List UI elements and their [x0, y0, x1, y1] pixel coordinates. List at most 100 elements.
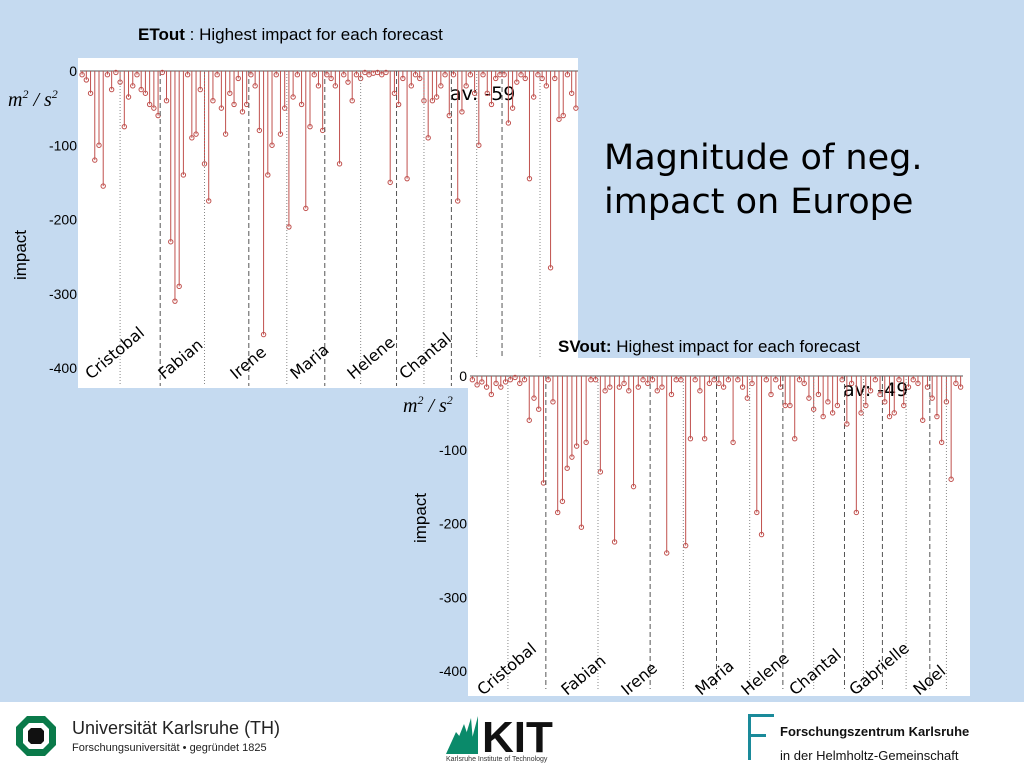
stem-marker [222, 131, 229, 137]
footer-bar: Universität Karlsruhe (TH) Forschungsuni… [0, 702, 1024, 768]
stem-marker [151, 105, 157, 111]
stem-marker [872, 376, 879, 383]
stem-marker [901, 402, 907, 409]
stem-marker [573, 105, 579, 111]
stem-marker [915, 380, 921, 387]
stem-marker [433, 94, 440, 100]
stem-marker [92, 157, 98, 163]
stem-marker [450, 72, 457, 78]
stem-marker [522, 75, 528, 82]
stem-marker [138, 86, 144, 93]
stem-marker [583, 439, 589, 446]
stem-marker [130, 83, 136, 89]
stem-marker [197, 86, 203, 93]
stem-marker [787, 402, 793, 409]
stem-marker [362, 69, 368, 76]
stem-marker [550, 399, 556, 405]
stem-marker [474, 382, 480, 388]
stem-marker [801, 380, 807, 387]
stem-marker [332, 83, 339, 89]
stem-marker [602, 388, 608, 394]
stem-marker [442, 72, 448, 78]
stem-marker [616, 384, 623, 390]
stem-marker [554, 509, 561, 516]
stem-marker [493, 380, 499, 387]
stem-marker [640, 376, 646, 383]
y-tick-label: -400 [439, 663, 467, 679]
stem-marker [934, 413, 940, 420]
stem-marker [294, 72, 301, 78]
stem-marker [260, 331, 267, 338]
stem-marker [564, 72, 571, 78]
stem-marker [668, 391, 675, 398]
stem-marker [269, 142, 275, 148]
stem-marker [104, 72, 111, 78]
stem-marker [526, 175, 533, 182]
stem-marker [273, 72, 279, 78]
stem-marker [214, 72, 220, 78]
stem-marker [938, 439, 945, 446]
stem-marker [467, 72, 474, 78]
stem-marker [521, 376, 528, 383]
stem-marker [957, 384, 964, 390]
stem-marker [716, 380, 722, 387]
stem-marker [848, 380, 855, 387]
stem-marker [796, 376, 803, 383]
stem-marker [315, 83, 322, 89]
fzk-logo-icon [748, 714, 774, 760]
stem-marker [231, 101, 237, 108]
stem-marker [735, 376, 741, 383]
kit-logo-icon: KIT [446, 713, 553, 758]
stem-marker [517, 380, 523, 387]
svout-title-bold: SVout: [558, 337, 612, 356]
stem-marker [108, 86, 115, 93]
stem-marker [560, 112, 566, 119]
fzk-subtitle: in der Helmholtz-Gemeinschaft [780, 748, 959, 763]
stem-marker [307, 123, 313, 130]
stem-marker [896, 376, 902, 383]
stem-marker [324, 72, 330, 78]
y-tick-label: -100 [439, 442, 467, 458]
stem-marker [121, 123, 128, 130]
stem-marker [404, 175, 410, 182]
kit-subtitle: Karlsruhe Institute of Technology [446, 756, 548, 763]
stem-marker [142, 90, 149, 96]
y-tick-label: -200 [439, 516, 467, 532]
slide-title-line1: Magnitude of neg. [604, 138, 923, 178]
stem-marker [290, 94, 296, 100]
stem-marker [730, 439, 736, 446]
stem-marker [412, 72, 419, 78]
stem-marker [353, 72, 360, 78]
stem-marker [829, 410, 836, 416]
stem-marker [311, 72, 317, 78]
stem-marker [692, 376, 698, 383]
stem-marker [597, 469, 604, 475]
stem-marker [509, 105, 516, 111]
stem-marker [286, 224, 292, 230]
stem-marker [176, 283, 182, 290]
stem-marker [607, 384, 613, 390]
stem-marker [744, 395, 751, 401]
stem-marker [573, 443, 580, 449]
unit-label: m2 / s2 [8, 87, 58, 111]
stem-marker [649, 376, 656, 383]
stem-marker [408, 83, 414, 89]
stem-marker [248, 72, 254, 78]
stem-marker [815, 391, 822, 398]
fzk-name: Forschungszentrum Karlsruhe [780, 724, 970, 739]
stem-marker [697, 388, 703, 394]
stem-marker [180, 172, 187, 178]
svout-title-rest: Highest impact for each forecast [611, 337, 861, 356]
stem-marker [905, 384, 912, 390]
stem-marker [483, 384, 490, 390]
stem-marker [720, 384, 727, 390]
stem-marker [943, 399, 950, 405]
stem-marker [844, 421, 850, 427]
stem-marker [100, 183, 106, 189]
slide-title: Magnitude of neg. impact on Europe [604, 136, 1004, 224]
stem-marker [469, 376, 476, 383]
stem-marker [476, 142, 482, 148]
stem-marker [349, 98, 355, 104]
stem-marker [256, 127, 263, 134]
